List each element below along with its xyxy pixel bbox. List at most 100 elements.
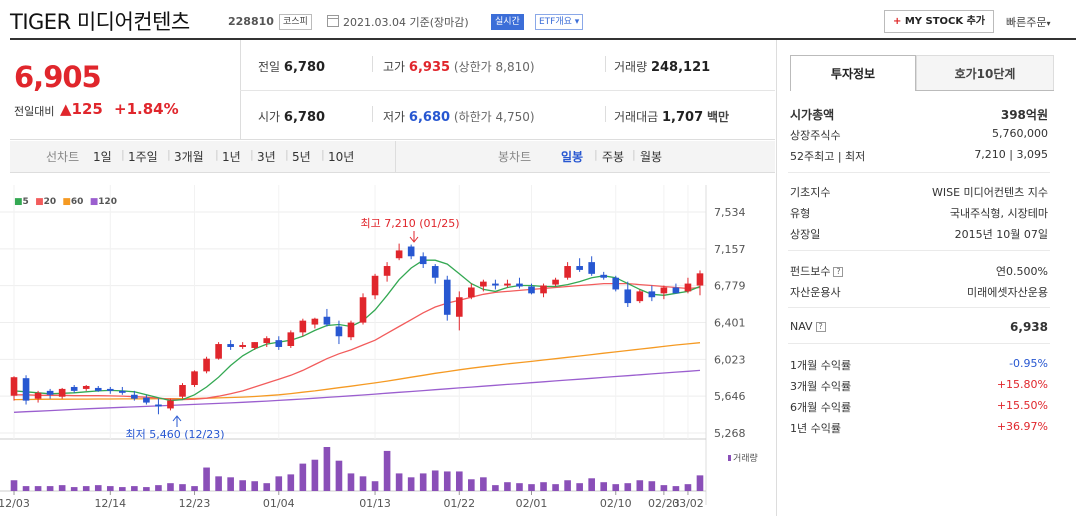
volume: 거래량 248,121 <box>614 58 710 75</box>
ma-legend: ■5 ■20 ■60 ■120 <box>14 197 117 207</box>
candle-body <box>455 297 463 317</box>
period-bar <box>10 141 775 173</box>
day-open-label: 시가 <box>258 110 281 124</box>
market-tag: 코스피 <box>279 14 312 30</box>
volume-bar <box>588 478 595 491</box>
return-1m-label: 1개월 수익률 <box>790 359 852 372</box>
quick-order-button[interactable]: 빠른주문▾ <box>1006 14 1051 30</box>
volume-bar <box>395 473 403 491</box>
base-index-value: WISE 미디어컨텐츠 지수 <box>931 186 1048 199</box>
period-separator: | <box>321 148 325 161</box>
x-tick-label: 12/23 <box>179 497 211 510</box>
candle-body <box>672 287 680 294</box>
market-cap-label: 시가총액 <box>790 108 835 122</box>
period-2[interactable]: 3개월 <box>174 150 204 164</box>
base-index-label: 기초지수 <box>790 186 831 199</box>
volume-bar <box>155 485 162 491</box>
listing-date-value: 2015년 10월 07일 <box>954 228 1048 241</box>
volume-bar <box>648 481 656 491</box>
candle-body <box>167 400 174 409</box>
candle-body <box>359 297 367 323</box>
day-high: 고가 6,935 (상한가 8,810) <box>383 58 535 75</box>
volume-bar <box>82 486 90 491</box>
volume-bar <box>143 487 150 491</box>
return-3m-label: 3개월 수익률 <box>790 380 852 393</box>
volume-bar <box>492 485 499 491</box>
tab-invest-info[interactable]: 투자정보 <box>790 55 916 91</box>
legend-swatch-ma120: ■ <box>89 197 99 207</box>
period-1[interactable]: 1주일 <box>128 150 158 164</box>
candle-body <box>516 283 523 287</box>
volume-bar <box>684 484 692 491</box>
candle-body <box>564 266 571 278</box>
volume-bar <box>564 480 571 491</box>
candle-body <box>335 326 343 337</box>
volume-bar <box>552 484 559 491</box>
realtime-button[interactable]: 실시간 <box>491 14 524 30</box>
volume-label: 거래량 <box>614 60 648 74</box>
return-6m-value: +15.50% <box>996 399 1048 412</box>
tab-order-book[interactable]: 호가10단계 <box>916 55 1054 91</box>
volume-bar <box>335 460 343 491</box>
etf-overview-dropdown[interactable]: ETF개요 ▾ <box>535 14 584 30</box>
period-6[interactable]: 10년 <box>328 150 355 164</box>
market-cap-value: 398억원 <box>1000 108 1048 122</box>
candle-body <box>191 371 198 386</box>
ma60-line <box>13 342 701 401</box>
volume-bar <box>275 476 283 491</box>
legend-swatch-ma60: ■ <box>62 197 71 207</box>
candle-chart-label: 봉차트 <box>498 150 532 164</box>
help-icon[interactable]: ? <box>815 322 826 332</box>
candle-period-0[interactable]: 일봉 <box>561 150 584 164</box>
volume-value: 248,121 <box>650 60 711 75</box>
candle-body <box>431 266 439 278</box>
section-divider <box>788 250 1050 251</box>
volume-bar <box>660 485 668 491</box>
add-my-stock-button[interactable]: + MY STOCK 추가 <box>884 10 994 33</box>
day-low: 저가 6,680 (하한가 4,750) <box>383 108 535 125</box>
period-separator: | <box>215 148 219 161</box>
period-3[interactable]: 1년 <box>222 150 241 164</box>
listed-shares-label: 상장주식수 <box>790 129 841 142</box>
candle-body <box>179 385 186 397</box>
candle-body <box>492 283 499 286</box>
return-6m-label: 6개월 수익률 <box>790 401 852 414</box>
quick-order-label: 빠른주문 <box>1006 16 1047 29</box>
volume-bar <box>34 486 42 491</box>
section-divider <box>788 172 1050 173</box>
trade-amount-value: 1,707 <box>662 110 704 125</box>
52w-range-value: 7,210 | 3,095 <box>974 148 1048 161</box>
candlestick-chart[interactable]: 7,534 7,157 6,779 6,401 6,023 5,646 5,268 12/03… <box>0 185 776 516</box>
candle-body <box>612 277 620 290</box>
candle-body <box>82 385 90 389</box>
prev-close-value: 6,780 <box>283 60 326 75</box>
candle-body <box>684 283 692 292</box>
candle-period-1[interactable]: 주봉 <box>602 150 625 164</box>
volume-bar <box>251 481 259 491</box>
volume-bar <box>106 486 114 491</box>
candle-body <box>311 318 319 325</box>
volume-bar <box>636 480 644 491</box>
help-icon[interactable]: ? <box>833 267 844 277</box>
candle-body <box>395 250 403 259</box>
quote-date: 2021.03.04 기준(장마감) <box>343 16 469 29</box>
volume-bar <box>696 475 704 491</box>
volume-bar <box>94 485 102 491</box>
volume-bar <box>311 459 319 491</box>
candle-period-2[interactable]: 월봉 <box>640 150 663 164</box>
volume-bar <box>480 477 487 491</box>
period-separator: | <box>632 148 636 161</box>
x-tick-label: 12/14 <box>94 497 126 510</box>
period-5[interactable]: 5년 <box>292 150 311 164</box>
volume-bar <box>10 480 18 491</box>
header-divider <box>10 38 1076 40</box>
day-high-label: 고가 <box>383 60 406 74</box>
period-0[interactable]: 1일 <box>93 150 112 164</box>
candle-body <box>624 289 632 304</box>
change-value: ▲125 <box>60 100 103 118</box>
period-4[interactable]: 3년 <box>257 150 276 164</box>
volume-bar <box>612 484 620 491</box>
candle-body <box>323 316 331 325</box>
x-tick-label: 02/10 <box>600 497 632 510</box>
return-3m-value: +15.80% <box>996 378 1048 391</box>
